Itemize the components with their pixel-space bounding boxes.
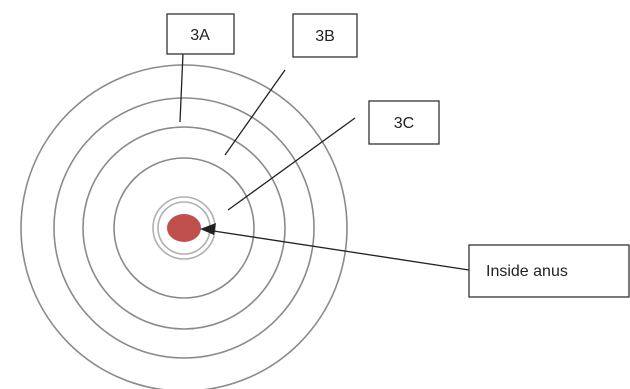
ring-4: [113, 157, 255, 299]
anus-center-dot: [167, 214, 201, 242]
ring-2: [53, 97, 315, 359]
label-inside-anus: Inside anus: [486, 263, 568, 280]
label-3a: 3A: [190, 27, 210, 44]
arrowhead: [200, 223, 216, 235]
label-3b: 3B: [315, 28, 335, 45]
label-box-3c: [368, 100, 440, 145]
leader-line-3b: [224, 69, 286, 156]
label-box-3b: [292, 13, 358, 58]
leader-line-3c: [227, 117, 356, 211]
leader-line-3a: [179, 52, 184, 123]
ring-3: [82, 126, 286, 330]
leader-line-inside-anus: [206, 229, 470, 271]
label-3c: 3C: [394, 115, 414, 132]
outer-ring: [20, 64, 348, 389]
label-box-3a: [166, 13, 235, 55]
label-box-inside-anus: [468, 244, 630, 298]
